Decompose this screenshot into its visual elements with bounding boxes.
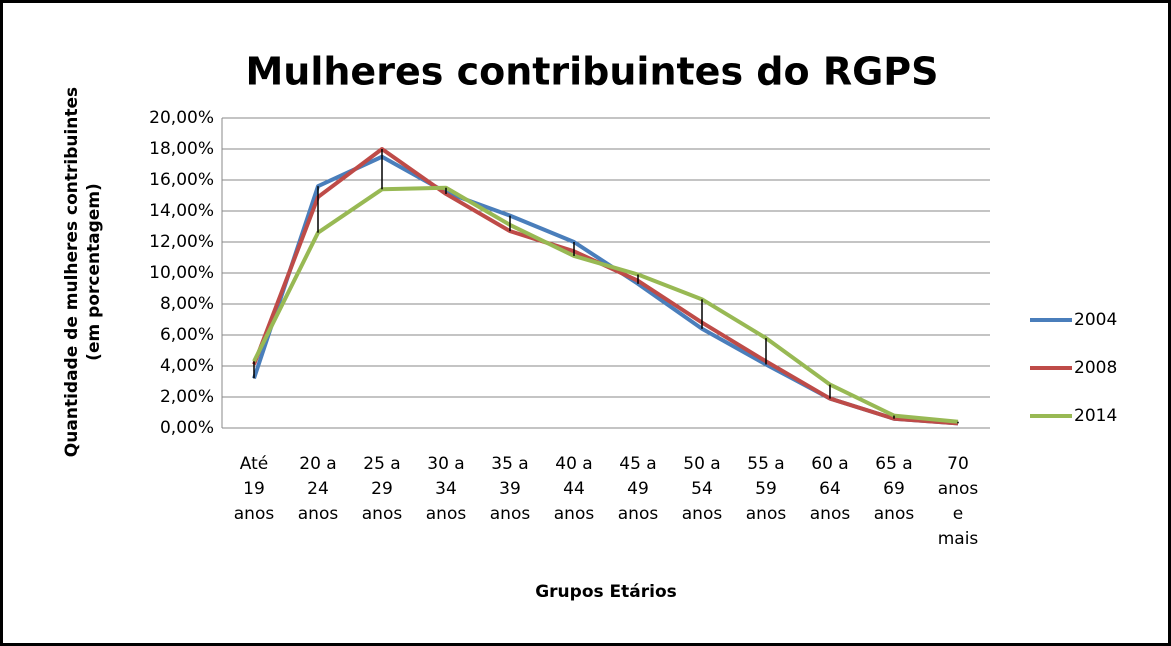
y-tick-label: 0,00%	[160, 418, 214, 438]
y-tick-label: 12,00%	[149, 232, 214, 252]
x-tick-label: 35 a 39 anos	[489, 454, 531, 524]
chart-title: Mulheres contribuintes do RGPS	[245, 50, 938, 94]
legend-label: 2008	[1074, 358, 1117, 378]
y-tick-label: 18,00%	[149, 139, 214, 159]
y-tick-label: 14,00%	[149, 201, 214, 221]
legend-label: 2014	[1074, 406, 1117, 426]
x-tick-label: 30 a 34 anos	[425, 454, 467, 524]
y-tick-label: 8,00%	[160, 294, 214, 314]
x-tick-label: 40 a 44 anos	[553, 454, 595, 524]
x-tick-label: 70 anos e mais	[937, 454, 979, 549]
x-tick-label: 55 a 59 anos	[745, 454, 787, 524]
x-tick-label: Até 19 anos	[233, 454, 275, 524]
y-tick-label: 10,00%	[149, 263, 214, 283]
x-tick-label: 65 a 69 anos	[873, 454, 915, 524]
y-tick-label: 4,00%	[160, 356, 214, 376]
x-axis-label: Grupos Etários	[535, 582, 677, 602]
y-axis-label: Quantidade de mulheres contribuintes (em…	[62, 86, 104, 458]
x-tick-label: 50 a 54 anos	[681, 454, 723, 524]
series-line	[252, 185, 959, 424]
y-tick-label: 2,00%	[160, 387, 214, 407]
legend-label: 2004	[1074, 310, 1117, 330]
y-tick-label: 6,00%	[160, 325, 214, 345]
x-tick-label: 25 a 29 anos	[361, 454, 403, 524]
x-tick-label: 20 a 24 anos	[297, 454, 339, 524]
y-tick-label: 20,00%	[149, 108, 214, 128]
y-tick-label: 16,00%	[149, 170, 214, 190]
x-tick-label: 45 a 49 anos	[617, 454, 659, 524]
x-tick-label: 60 a 64 anos	[809, 454, 851, 524]
